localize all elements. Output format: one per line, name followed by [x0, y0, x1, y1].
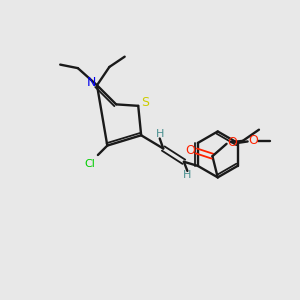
Text: H: H [183, 170, 192, 180]
Text: S: S [141, 96, 149, 110]
Text: O: O [185, 144, 195, 157]
Text: H: H [155, 129, 164, 140]
Text: Cl: Cl [84, 159, 95, 169]
Text: O: O [227, 136, 237, 149]
Text: O: O [248, 134, 258, 147]
Text: N: N [86, 76, 96, 89]
